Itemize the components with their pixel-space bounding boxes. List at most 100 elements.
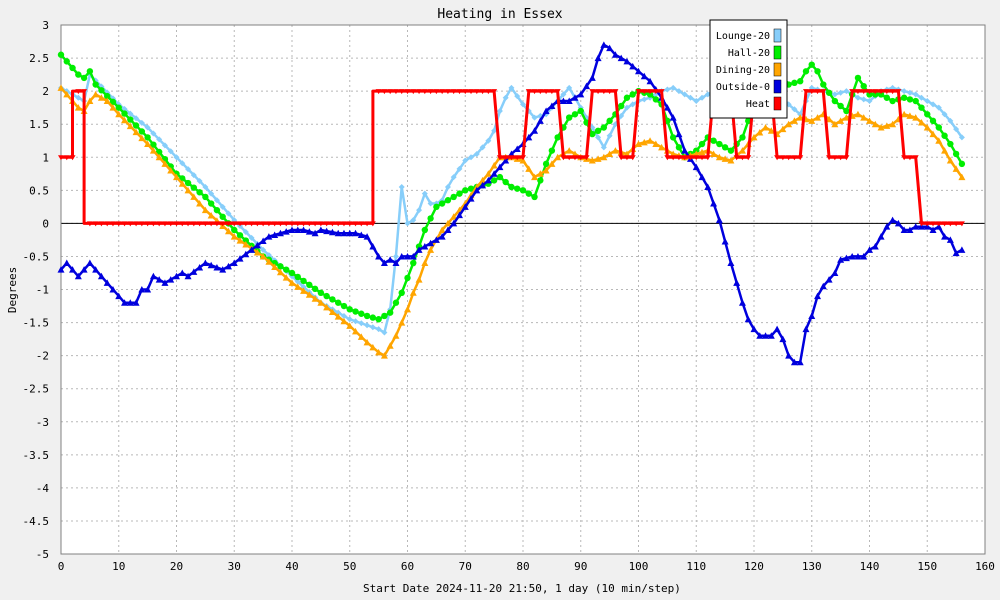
data-point <box>554 153 562 161</box>
data-point <box>675 144 683 151</box>
data-point <box>410 217 417 224</box>
data-point <box>404 305 411 313</box>
data-point <box>306 281 313 289</box>
data-point <box>294 221 301 227</box>
data-point <box>930 221 937 227</box>
data-point <box>364 221 371 227</box>
data-point <box>871 120 879 128</box>
data-point <box>814 114 822 121</box>
data-point <box>144 134 151 141</box>
data-point <box>924 111 931 118</box>
data-point <box>317 299 325 306</box>
data-point <box>860 89 867 95</box>
data-point <box>184 179 192 187</box>
data-point <box>536 170 544 177</box>
data-point <box>444 226 452 233</box>
data-point <box>357 231 365 238</box>
data-point <box>380 259 388 267</box>
legend-swatch <box>773 45 782 60</box>
data-point <box>871 243 879 250</box>
data-point <box>456 89 463 95</box>
data-point <box>288 226 296 233</box>
data-point <box>589 89 596 95</box>
data-point <box>953 126 960 133</box>
data-point <box>427 215 434 222</box>
data-point <box>63 259 71 267</box>
data-point <box>791 155 798 161</box>
data-point <box>156 221 163 227</box>
y-tick-label: 0.5 <box>29 184 49 197</box>
data-point <box>317 221 324 227</box>
data-point <box>820 89 827 95</box>
x-tick-label: 70 <box>459 560 472 573</box>
data-point <box>438 226 446 233</box>
data-point <box>693 98 700 105</box>
data-point <box>421 190 428 197</box>
y-tick-label: -2.5 <box>23 383 50 396</box>
data-point <box>606 117 613 125</box>
data-point <box>398 319 406 326</box>
data-point <box>213 197 220 204</box>
data-point <box>738 147 746 154</box>
data-point <box>283 221 290 227</box>
data-point <box>231 226 238 234</box>
data-point <box>462 187 469 194</box>
data-point <box>842 114 850 121</box>
data-point <box>889 97 896 105</box>
data-point <box>774 155 781 161</box>
axes: 0 10 20 30 40 50 60 70 80 90 100 110 120 130 140 150 160… <box>23 19 995 573</box>
legend-label: Heat <box>746 99 770 110</box>
data-point <box>311 229 319 237</box>
data-point <box>115 110 123 118</box>
data-point <box>958 221 965 227</box>
y-tick-label: -0.5 <box>23 250 50 263</box>
data-point <box>923 223 931 230</box>
x-tick-label: 130 <box>802 560 822 573</box>
data-point <box>386 342 394 349</box>
data-point <box>606 89 613 95</box>
data-point <box>831 97 839 105</box>
data-point <box>294 278 301 285</box>
data-point <box>889 120 897 128</box>
data-point <box>947 221 954 227</box>
data-point <box>156 136 163 143</box>
data-point <box>646 137 654 144</box>
data-point <box>831 155 838 161</box>
data-point <box>918 221 925 227</box>
data-point <box>519 187 527 194</box>
legend-swatch <box>773 79 782 94</box>
data-point <box>224 262 232 270</box>
data-point <box>629 101 636 108</box>
data-point <box>542 166 550 174</box>
data-point <box>329 221 336 227</box>
data-point <box>115 292 123 300</box>
data-point <box>98 221 105 227</box>
data-point <box>121 299 129 306</box>
data-point <box>946 236 954 243</box>
data-point <box>271 221 278 227</box>
data-point <box>398 252 406 260</box>
data-point <box>837 117 845 124</box>
data-point <box>213 221 220 227</box>
y-tick-label: 0 <box>42 217 49 230</box>
data-point <box>190 221 197 227</box>
data-point <box>854 74 862 82</box>
data-point <box>427 89 434 95</box>
data-point <box>491 127 498 134</box>
data-point <box>866 89 873 95</box>
data-point <box>623 57 631 65</box>
x-tick-label: 10 <box>112 560 125 573</box>
data-point <box>565 147 573 154</box>
data-point <box>300 226 308 233</box>
data-point <box>196 189 203 196</box>
data-point <box>900 94 908 101</box>
data-point <box>219 266 227 273</box>
legend-swatch <box>773 96 782 111</box>
data-point <box>698 140 706 148</box>
data-point <box>566 114 573 121</box>
data-point <box>612 89 619 95</box>
data-point <box>791 79 798 87</box>
data-point <box>340 221 347 227</box>
x-tick-label: 90 <box>574 560 587 573</box>
data-point <box>138 134 146 142</box>
